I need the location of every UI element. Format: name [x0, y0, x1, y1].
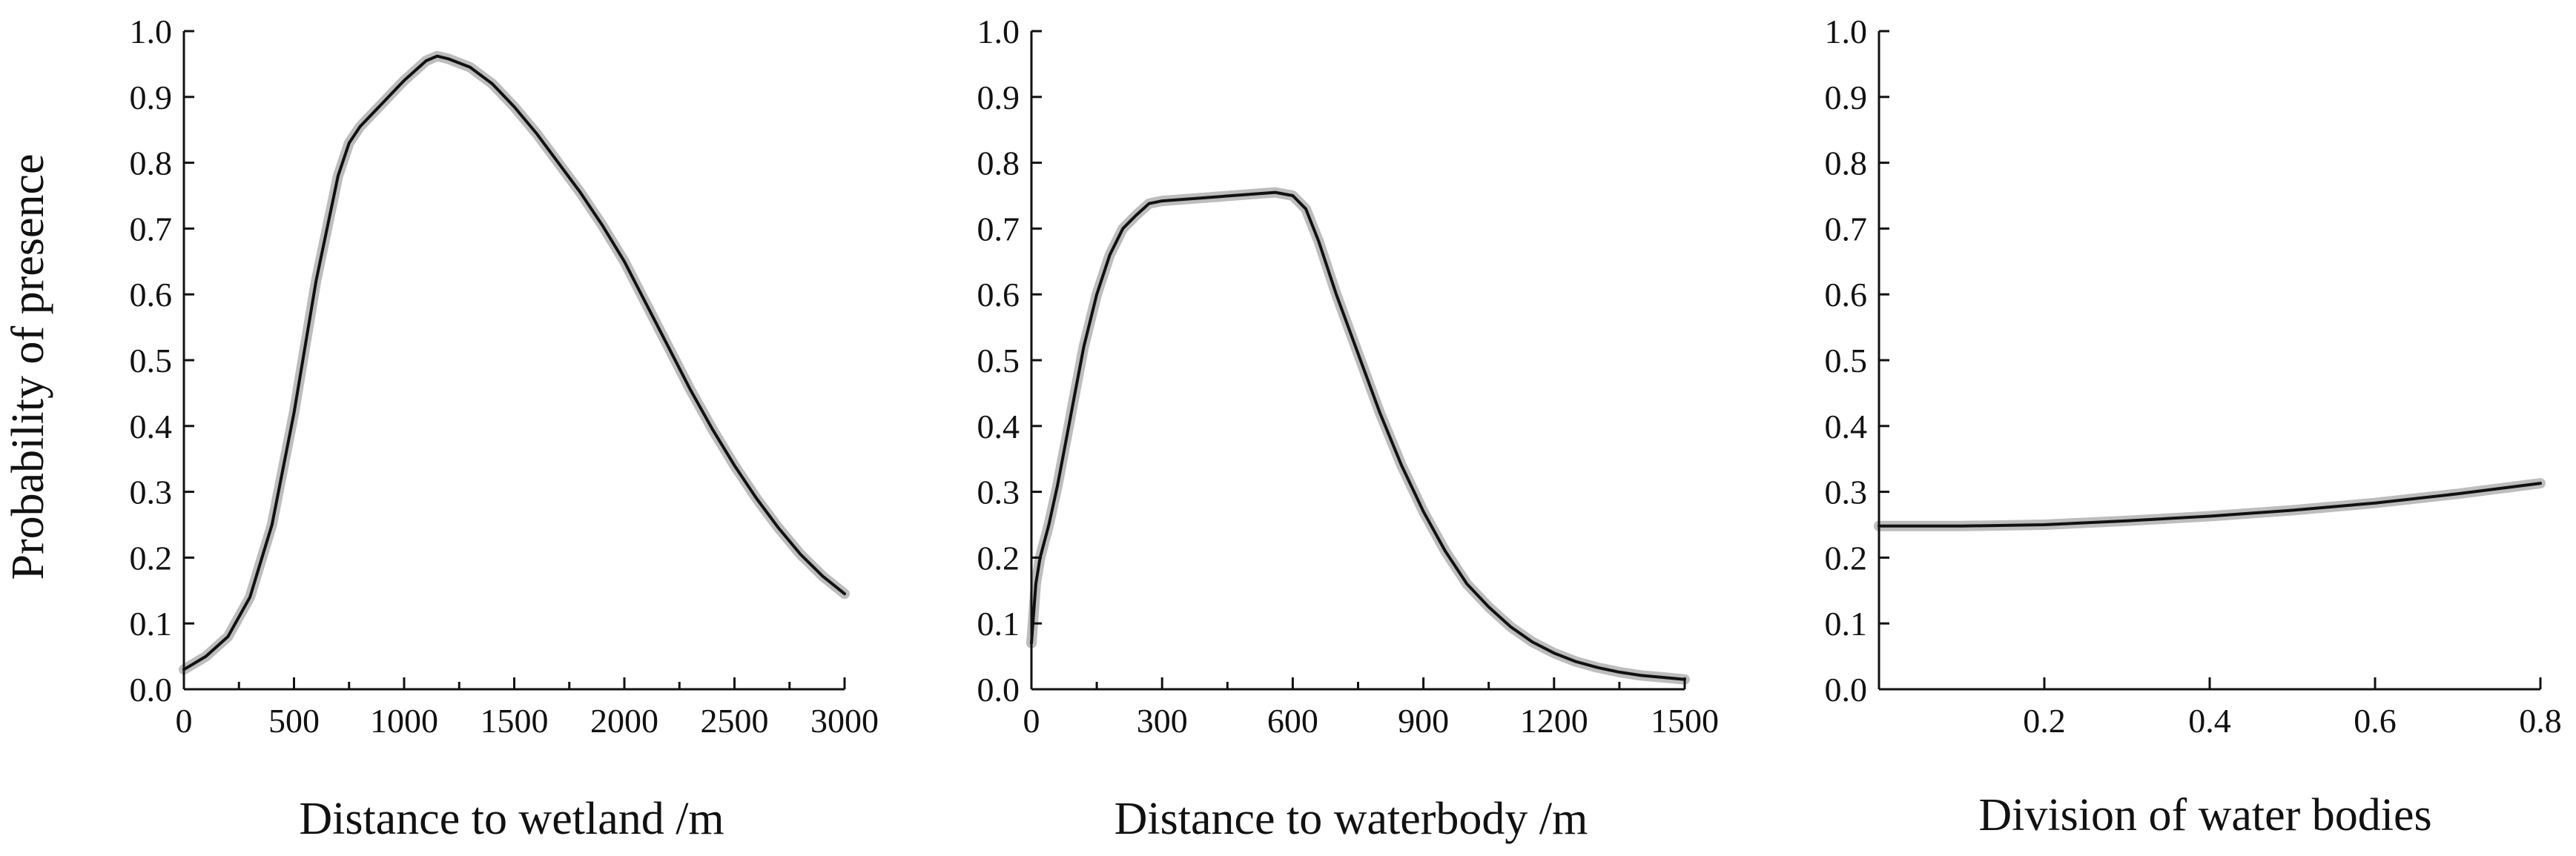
x-tick-label-division: 0.2 [2023, 702, 2066, 740]
y-tick-label-wetland: 0.1 [130, 605, 173, 643]
y-tick-label-wetland: 1.0 [130, 13, 173, 50]
y-tick-label-waterbody: 0.5 [977, 342, 1020, 379]
y-tick-label-wetland: 0.9 [130, 79, 173, 116]
x-ticks-division: 0.2 0.4 0.6 0.8 [2023, 677, 2562, 740]
x-tick-label-waterbody: 1500 [1651, 702, 1719, 740]
y-tick-label-wetland: 0.2 [130, 539, 173, 577]
x-tick-label-division: 0.4 [2188, 702, 2231, 740]
y-tick-label-division: 1.0 [1825, 13, 1868, 50]
y-tick-label-division: 0.2 [1825, 539, 1868, 577]
ci-band-division [1874, 478, 2546, 531]
y-tick-label-wetland: 0.0 [130, 671, 173, 709]
y-tick-label-waterbody: 0.8 [977, 145, 1020, 182]
x-ticks-wetland: 0 500 1000 1500 2000 2500 3000 [176, 677, 879, 740]
x-tick-label-waterbody: 900 [1398, 702, 1449, 740]
x-tick-label-waterbody: 300 [1137, 702, 1188, 740]
y-axis-title: Probability of presence [3, 153, 53, 580]
x-tick-label-wetland: 500 [268, 702, 320, 740]
x-tick-label-division: 0.8 [2519, 702, 2562, 740]
y-tick-label-waterbody: 0.2 [977, 539, 1020, 577]
x-tick-label-wetland: 1000 [370, 702, 438, 740]
y-tick-label-division: 0.9 [1825, 79, 1868, 116]
x-axis-title-waterbody: Distance to waterbody /m [1114, 794, 1588, 844]
y-tick-label-wetland: 0.5 [130, 342, 173, 379]
y-tick-label-wetland: 0.6 [130, 276, 173, 313]
panel-distance-to-wetland: 0.0 0.1 0.2 0.3 0.4 0.5 0.6 0.7 0.8 0.9 1.0 0 500 10… [130, 13, 879, 844]
y-ticks-waterbody: 0.0 0.1 0.2 0.3 0.4 0.5 0.6 0.7 0.8 0.9 1.0 [977, 13, 1042, 709]
y-tick-label-waterbody: 0.0 [977, 671, 1020, 709]
x-tick-label-wetland: 2500 [701, 702, 769, 740]
x-tick-label-waterbody: 1200 [1520, 702, 1588, 740]
panel-distance-to-waterbody: 0.0 0.1 0.2 0.3 0.4 0.5 0.6 0.7 0.8 0.9 1.0 0 300 60… [977, 13, 1720, 844]
y-tick-label-division: 0.7 [1825, 210, 1868, 248]
x-tick-label-waterbody: 0 [1023, 702, 1040, 740]
y-tick-label-division: 0.1 [1825, 605, 1868, 643]
response-curve-wetland [182, 54, 846, 671]
ci-band-wetland [179, 50, 850, 675]
axes-wetland [182, 31, 845, 691]
x-tick-label-wetland: 2000 [590, 702, 658, 740]
ci-band-waterbody [1026, 187, 1690, 685]
response-curve-waterbody [1030, 190, 1686, 681]
y-tick-label-division: 0.5 [1825, 342, 1868, 379]
y-tick-label-wetland: 0.8 [130, 145, 173, 182]
x-tick-label-wetland: 1500 [480, 702, 549, 740]
axes-division [1877, 31, 2540, 691]
y-tick-label-waterbody: 1.0 [977, 13, 1020, 50]
x-ticks-waterbody: 0 300 600 900 1200 1500 [1023, 677, 1719, 740]
y-tick-label-waterbody: 0.4 [977, 408, 1020, 445]
x-tick-label-wetland: 0 [176, 702, 193, 740]
x-tick-label-waterbody: 600 [1267, 702, 1318, 740]
y-ticks-division: 0.0 0.1 0.2 0.3 0.4 0.5 0.6 0.7 0.8 0.9 1.0 [1825, 13, 1889, 709]
y-tick-label-waterbody: 0.9 [977, 79, 1020, 116]
y-tick-label-waterbody: 0.3 [977, 474, 1020, 511]
y-tick-label-waterbody: 0.1 [977, 605, 1020, 643]
x-axis-title-division: Division of water bodies [1978, 790, 2431, 840]
y-tick-label-waterbody: 0.7 [977, 210, 1020, 248]
y-tick-label-division: 0.8 [1825, 145, 1868, 182]
y-tick-label-division: 0.4 [1825, 408, 1868, 445]
y-tick-label-division: 0.6 [1825, 276, 1868, 313]
response-curve-division [1877, 482, 2542, 528]
y-tick-label-division: 0.0 [1825, 671, 1868, 709]
y-ticks-wetland: 0.0 0.1 0.2 0.3 0.4 0.5 0.6 0.7 0.8 0.9 1.0 [130, 13, 194, 709]
x-axis-title-wetland: Distance to wetland /m [299, 794, 724, 844]
panel-division-of-water-bodies: 0.0 0.1 0.2 0.3 0.4 0.5 0.6 0.7 0.8 0.9 1.0 0.2 0.4… [1825, 13, 2562, 840]
y-tick-label-waterbody: 0.6 [977, 276, 1020, 313]
y-tick-label-wetland: 0.7 [130, 210, 173, 248]
x-tick-label-division: 0.6 [2354, 702, 2397, 740]
y-tick-label-wetland: 0.3 [130, 474, 173, 511]
y-tick-label-wetland: 0.4 [130, 408, 173, 445]
x-tick-label-wetland: 3000 [810, 702, 879, 740]
y-tick-label-division: 0.3 [1825, 474, 1868, 511]
